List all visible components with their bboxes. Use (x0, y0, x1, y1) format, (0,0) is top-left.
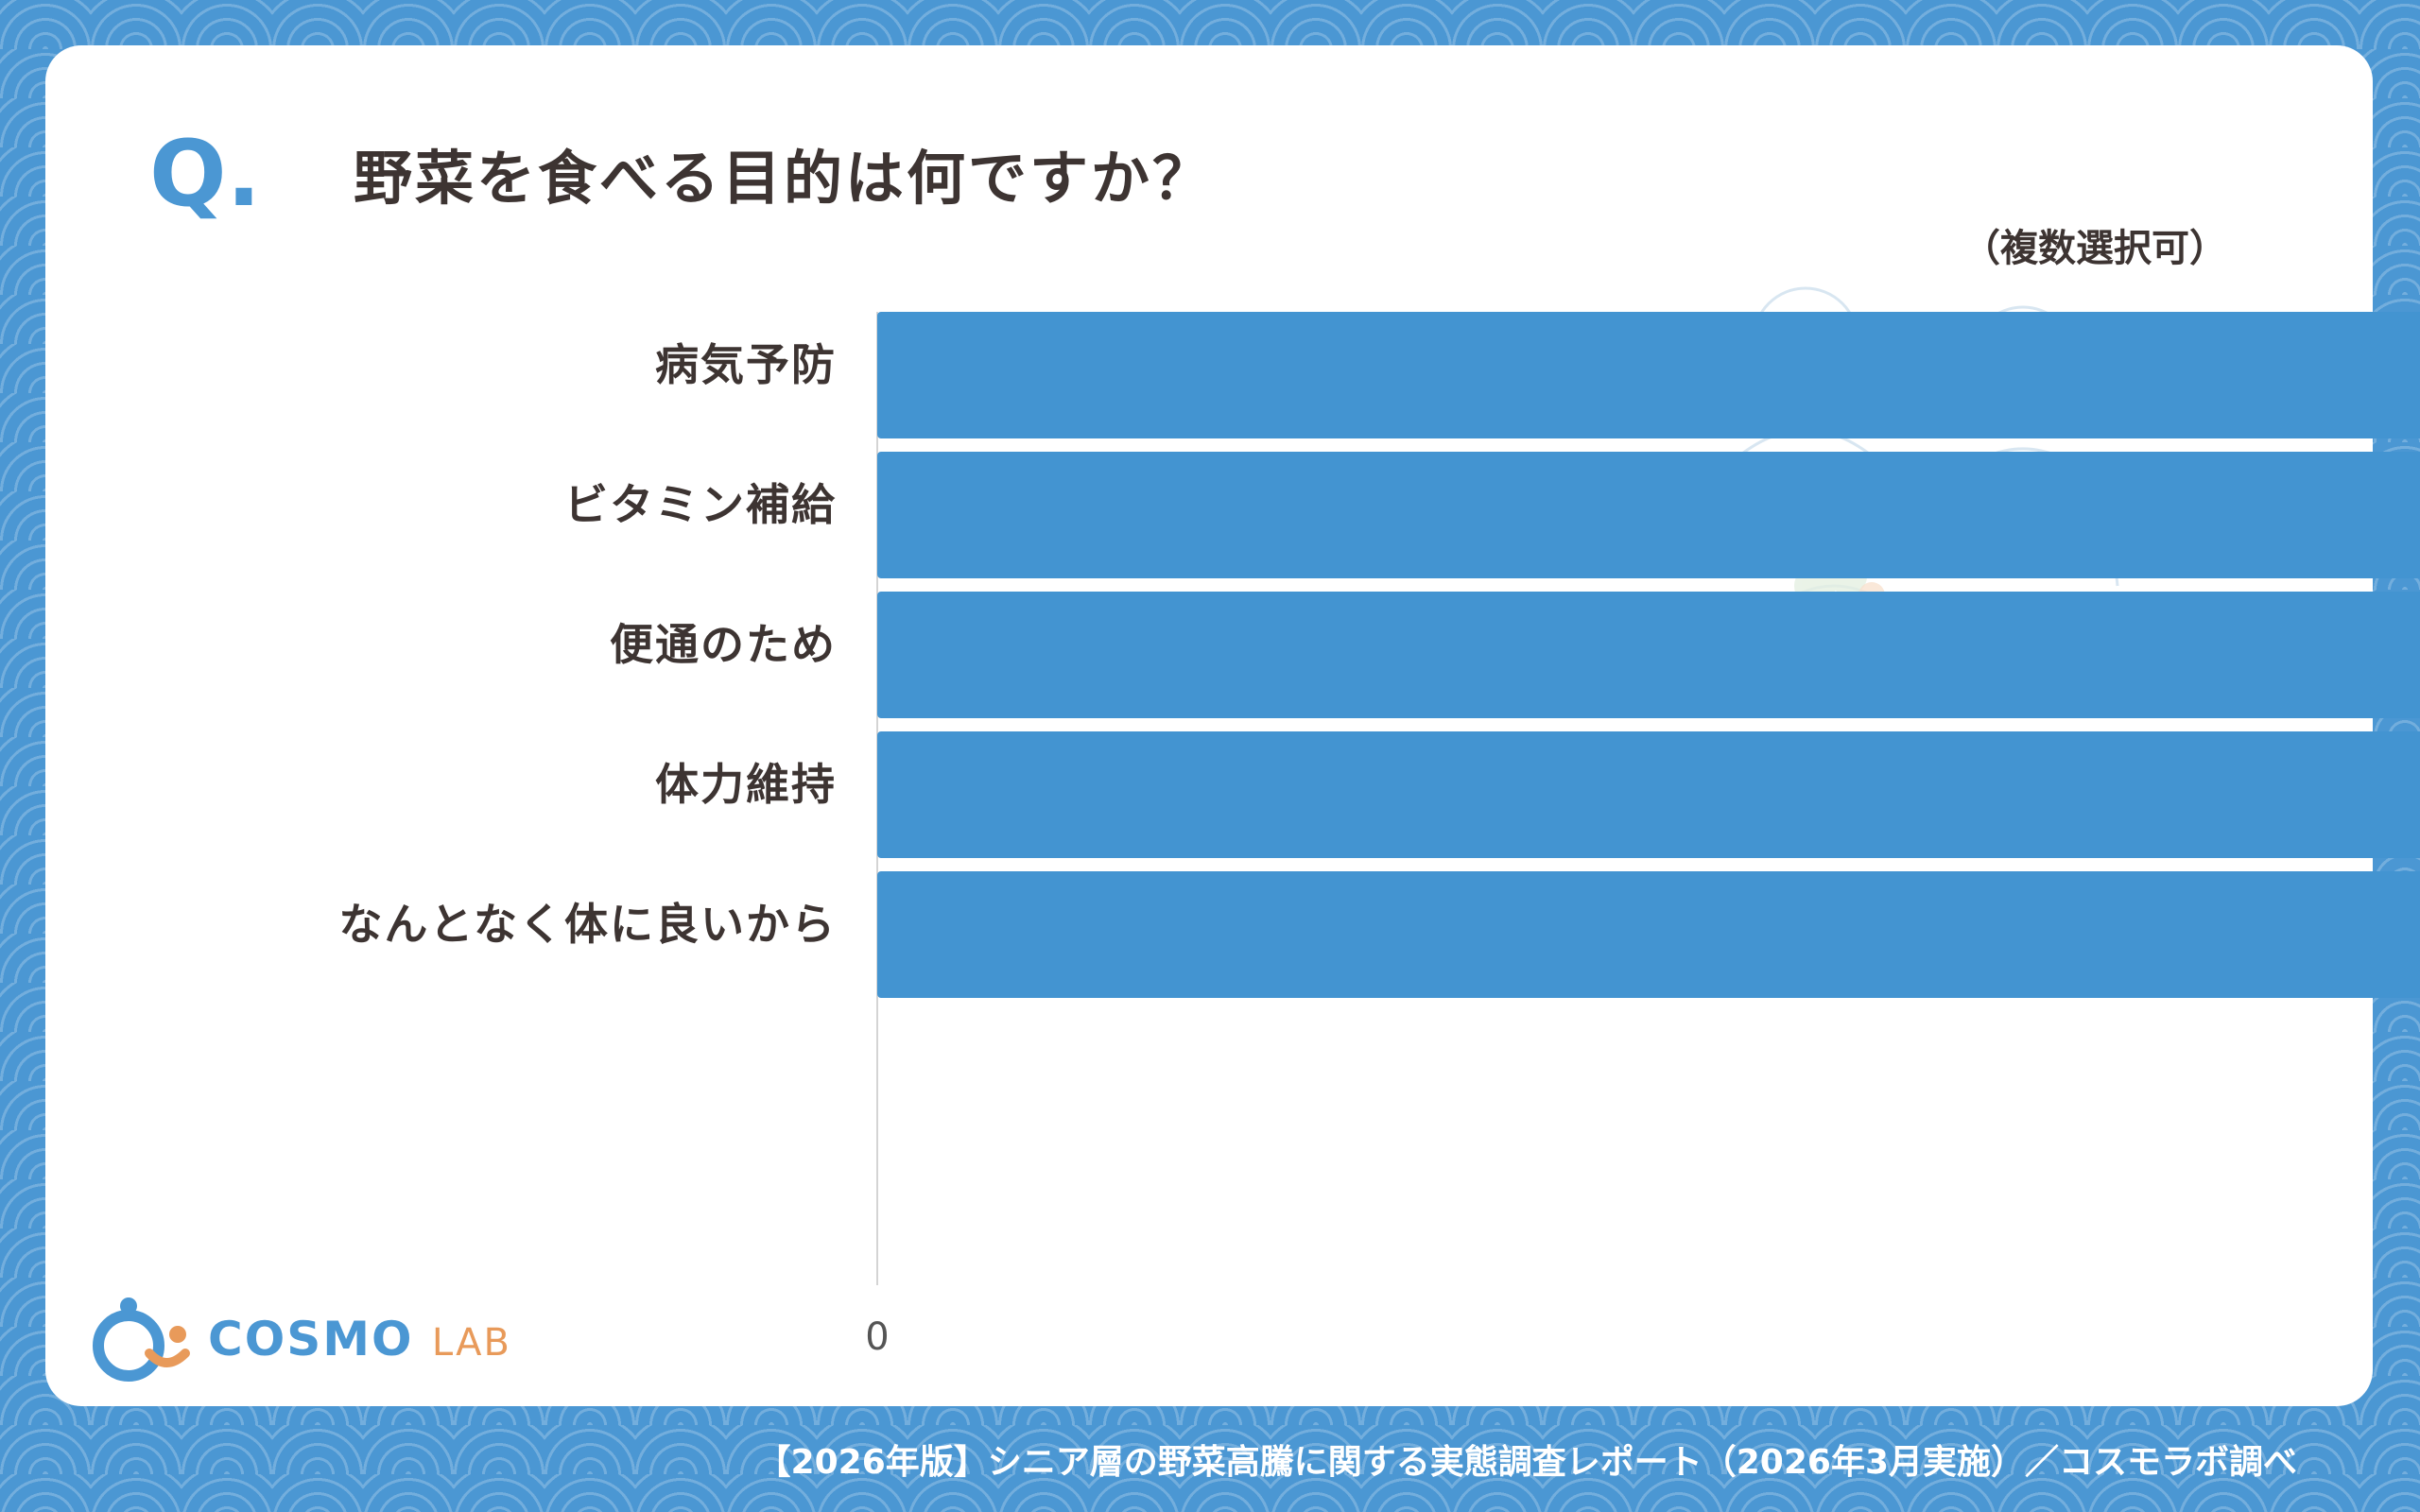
bar (877, 452, 2420, 578)
category-label: 病気予防 (655, 339, 837, 390)
question-mark: Q. (149, 121, 262, 227)
multiple-choice-note: （複数選択可） (1962, 227, 2227, 270)
bar (877, 312, 2420, 438)
category-label: なんとなく体に良いから (338, 899, 837, 950)
question-title: 野菜を食べる目的は何ですか？ (354, 144, 1215, 213)
x-tick-label: 0 (865, 1315, 889, 1359)
cosmo-lab-logo: COSMO LAB (91, 1297, 511, 1382)
bar (877, 731, 2420, 858)
bar (877, 592, 2420, 718)
category-label: 便通のため (610, 619, 837, 670)
category-label: 体力維持 (655, 759, 837, 810)
content-card (45, 45, 2373, 1406)
bar-chart: 0102030405060（%）57.3%44.8%43.5%35.1%21.7… (865, 312, 2420, 1359)
logo-text: COSMO LAB (208, 1312, 511, 1366)
bar (877, 871, 2420, 998)
source-footer: 【2026年版】シニア層の野菜高騰に関する実態調査レポート（2026年3月実施）… (756, 1443, 2297, 1482)
category-label: ビタミン補給 (564, 479, 837, 530)
cosmo-lab-logo-icon (93, 1297, 190, 1382)
